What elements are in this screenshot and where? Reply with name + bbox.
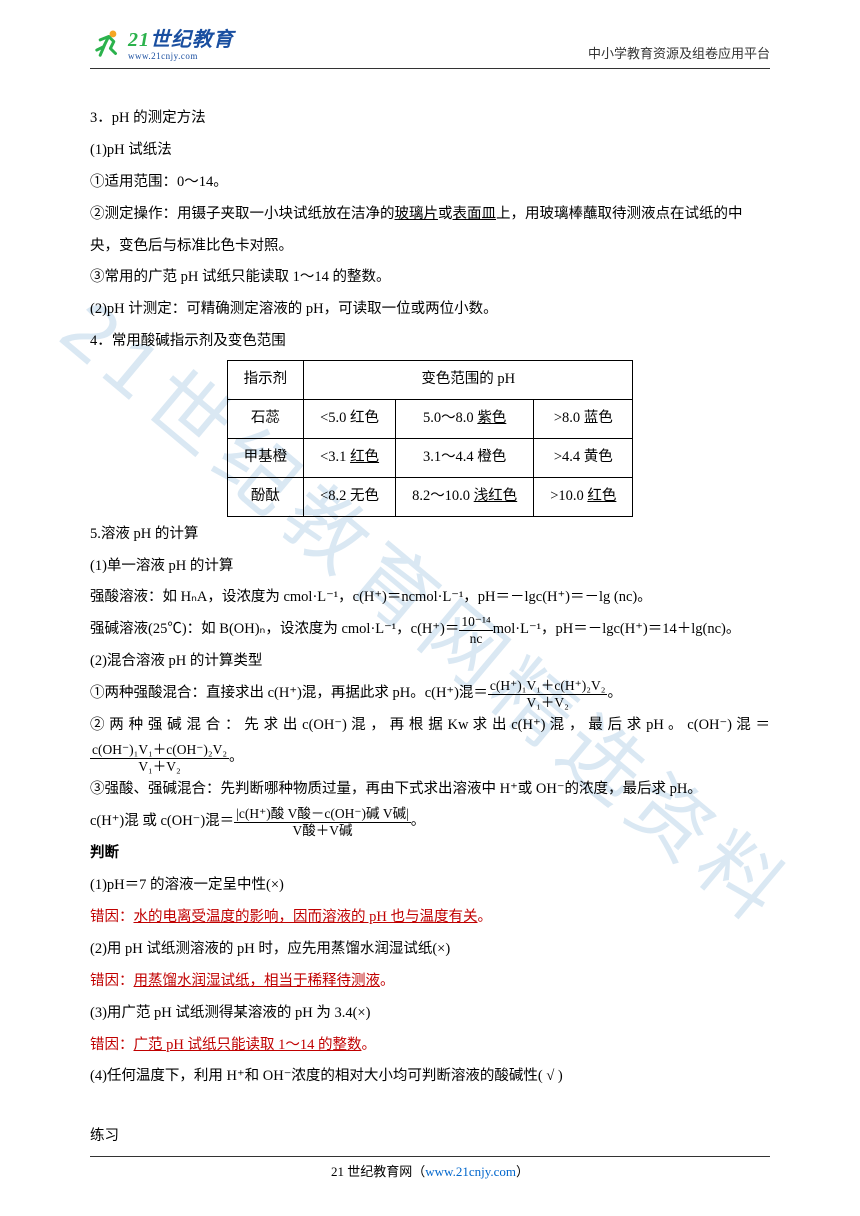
label-red: 错因：: [90, 909, 134, 925]
header-right: 中小学教育资源及组卷应用平台: [588, 43, 770, 62]
reason-red: 用蒸馏水润湿试纸，相当于稀释待测液: [134, 973, 381, 989]
text: 5.0～8.0: [423, 410, 477, 426]
numerator: c(OH⁻)₁V₁＋c(OH⁻)₂V₂: [90, 742, 229, 759]
runner-icon: [90, 28, 124, 62]
fraction: c(H⁺)₁V₁＋c(H⁺)₂V₂V₁＋V₂: [488, 678, 608, 710]
underline: 表面皿: [453, 206, 497, 222]
logo-21: 21: [128, 29, 150, 51]
text: <3.1: [320, 449, 350, 465]
table-row: 石蕊 <5.0 红色 5.0～8.0 紫色 >8.0 蓝色: [227, 400, 633, 439]
denominator: nc: [459, 631, 492, 647]
document-body: 3．pH 的测定方法 (1)pH 试纸法 ①适用范围：0～14。 ②测定操作：用…: [90, 103, 770, 1153]
text: ②测定操作：用镊子夹取一小块试纸放在洁净的: [90, 206, 395, 222]
table-cell: 甲基橙: [227, 438, 304, 477]
table-cell: 8.2～10.0 浅红色: [396, 477, 534, 516]
table-cell: <3.1 红色: [304, 438, 396, 477]
table-cell: 5.0～8.0 紫色: [396, 400, 534, 439]
header: 21世纪教育 www.21cnjy.com 中小学教育资源及组卷应用平台: [90, 28, 770, 69]
j1: (1)pH＝7 的溶液一定呈中性(×): [90, 870, 770, 902]
logo: 21世纪教育 www.21cnjy.com: [90, 28, 234, 62]
text: c(H⁺)混 或 c(OH⁻)混＝: [90, 806, 234, 838]
logo-cn: 世纪教育: [150, 29, 234, 51]
footer-link[interactable]: www.21cnjy.com: [425, 1164, 516, 1179]
p-5-2-1: ①两种强酸混合：直接求出 c(H⁺)混，再据此求 pH。c(H⁺)混＝ c(H⁺…: [90, 678, 770, 710]
p-3-2: (2)pH 计测定：可精确测定溶液的 pH，可读取一位或两位小数。: [90, 294, 770, 326]
table-cell: <8.2 无色: [304, 477, 396, 516]
practice-heading: 练习: [90, 1121, 770, 1153]
judge-title: 判断: [90, 838, 770, 870]
table-row: 指示剂 变色范围的 pH: [227, 361, 633, 400]
numerator: |c(H⁺)酸 V酸－c(OH⁻)碱 V碱|: [234, 806, 411, 823]
heading-3: 3．pH 的测定方法: [90, 103, 770, 135]
numerator: 10⁻¹⁴: [459, 614, 492, 631]
p-5-1: (1)单一溶液 pH 的计算: [90, 551, 770, 583]
underline: 红色: [350, 449, 379, 465]
table-cell: 变色范围的 pH: [304, 361, 633, 400]
table-cell: 3.1～4.4 橙色: [396, 438, 534, 477]
j2e: 错因：用蒸馏水润湿试纸，相当于稀释待测液。: [90, 966, 770, 998]
footer-text-a: 21 世纪教育网（: [331, 1164, 425, 1179]
footer-text-b: ）: [516, 1164, 529, 1179]
indicator-table: 指示剂 变色范围的 pH 石蕊 <5.0 红色 5.0～8.0 紫色 >8.0 …: [227, 360, 634, 517]
p-3-1-2: ②测定操作：用镊子夹取一小块试纸放在洁净的玻璃片或表面皿上，用玻璃棒蘸取待测液点…: [90, 199, 770, 263]
logo-url: www.21cnjy.com: [128, 52, 234, 61]
fraction: |c(H⁺)酸 V酸－c(OH⁻)碱 V碱|V酸＋V碱: [234, 806, 411, 838]
fraction: c(OH⁻)₁V₁＋c(OH⁻)₂V₂V₁＋V₂: [90, 742, 229, 774]
p-3-1: (1)pH 试纸法: [90, 135, 770, 167]
label-red: 错因：: [90, 973, 134, 989]
underline: 红色: [587, 488, 616, 504]
heading-4: 4．常用酸碱指示剂及变色范围: [90, 326, 770, 358]
table-cell: >8.0 蓝色: [534, 400, 633, 439]
page: 21世纪教育 www.21cnjy.com 中小学教育资源及组卷应用平台 3．p…: [0, 0, 860, 1153]
denominator: V₁＋V₂: [90, 759, 229, 775]
text: 或: [438, 206, 453, 222]
text: 。: [380, 973, 395, 989]
logo-title: 21世纪教育: [128, 30, 234, 50]
underline: 浅红色: [474, 488, 518, 504]
table-cell: >4.4 黄色: [534, 438, 633, 477]
footer: 21 世纪教育网（www.21cnjy.com）: [90, 1156, 770, 1180]
reason-red: 广范 pH 试纸只能读取 1～14 的整数: [134, 1037, 362, 1053]
p-5-2-3: ③强酸、强碱混合：先判断哪种物质过量，再由下式求出溶液中 H⁺或 OH⁻的浓度，…: [90, 774, 770, 806]
table-cell: <5.0 红色: [304, 400, 396, 439]
numerator: c(H⁺)₁V₁＋c(H⁺)₂V₂: [488, 678, 608, 695]
text: mol·L⁻¹，pH＝－lgc(H⁺)＝14＋lg(nc)。: [493, 614, 741, 646]
table-row: 甲基橙 <3.1 红色 3.1～4.4 橙色 >4.4 黄色: [227, 438, 633, 477]
text: 。: [361, 1037, 376, 1053]
text: 。: [229, 742, 244, 774]
text: 。: [607, 678, 622, 710]
p-5-2-3eq: c(H⁺)混 或 c(OH⁻)混＝ |c(H⁺)酸 V酸－c(OH⁻)碱 V碱|…: [90, 806, 770, 838]
table-cell: 石蕊: [227, 400, 304, 439]
j1e: 错因：水的电离受温度的影响，因而溶液的 pH 也与温度有关。: [90, 902, 770, 934]
p-5-1a: 强酸溶液：如 HₙA，设浓度为 cmol·L⁻¹，c(H⁺)＝ncmol·L⁻¹…: [90, 582, 770, 614]
denominator: V酸＋V碱: [234, 823, 411, 839]
denominator: V₁＋V₂: [488, 695, 608, 711]
text: >10.0: [550, 488, 587, 504]
p-5-1b: 强碱溶液(25℃)：如 B(OH)ₙ，设浓度为 cmol·L⁻¹，c(H⁺)＝ …: [90, 614, 770, 646]
text: 强碱溶液(25℃)：如 B(OH)ₙ，设浓度为 cmol·L⁻¹，c(H⁺)＝: [90, 614, 459, 646]
fraction: 10⁻¹⁴nc: [459, 614, 492, 646]
table-cell: 酚酞: [227, 477, 304, 516]
j3e: 错因：广范 pH 试纸只能读取 1～14 的整数。: [90, 1030, 770, 1062]
underline: 紫色: [477, 410, 506, 426]
table-row: 酚酞 <8.2 无色 8.2～10.0 浅红色 >10.0 红色: [227, 477, 633, 516]
j2: (2)用 pH 试纸测溶液的 pH 时，应先用蒸馏水润湿试纸(×): [90, 934, 770, 966]
text: 。: [477, 909, 492, 925]
heading-5: 5.溶液 pH 的计算: [90, 519, 770, 551]
p-3-1-1: ①适用范围：0～14。: [90, 167, 770, 199]
text: 8.2～10.0: [412, 488, 474, 504]
p-5-2: (2)混合溶液 pH 的计算类型: [90, 646, 770, 678]
p-5-2-2a: ② 两 种 强 碱 混 合 ： 先 求 出 c(OH⁻) 混 ， 再 根 据 K…: [90, 710, 770, 742]
table-cell: >10.0 红色: [534, 477, 633, 516]
p-3-1-3: ③常用的广范 pH 试纸只能读取 1～14 的整数。: [90, 262, 770, 294]
j3: (3)用广范 pH 试纸测得某溶液的 pH 为 3.4(×): [90, 998, 770, 1030]
text: ①两种强酸混合：直接求出 c(H⁺)混，再据此求 pH。c(H⁺)混＝: [90, 678, 488, 710]
j4: (4)任何温度下，利用 H⁺和 OH⁻浓度的相对大小均可判断溶液的酸碱性( √ …: [90, 1061, 770, 1093]
p-5-2-2b: c(OH⁻)₁V₁＋c(OH⁻)₂V₂V₁＋V₂ 。: [90, 742, 770, 774]
text: 。: [411, 806, 426, 838]
reason-red: 水的电离受温度的影响，因而溶液的 pH 也与温度有关: [134, 909, 478, 925]
underline: 玻璃片: [395, 206, 439, 222]
table-cell: 指示剂: [227, 361, 304, 400]
label-red: 错因：: [90, 1037, 134, 1053]
